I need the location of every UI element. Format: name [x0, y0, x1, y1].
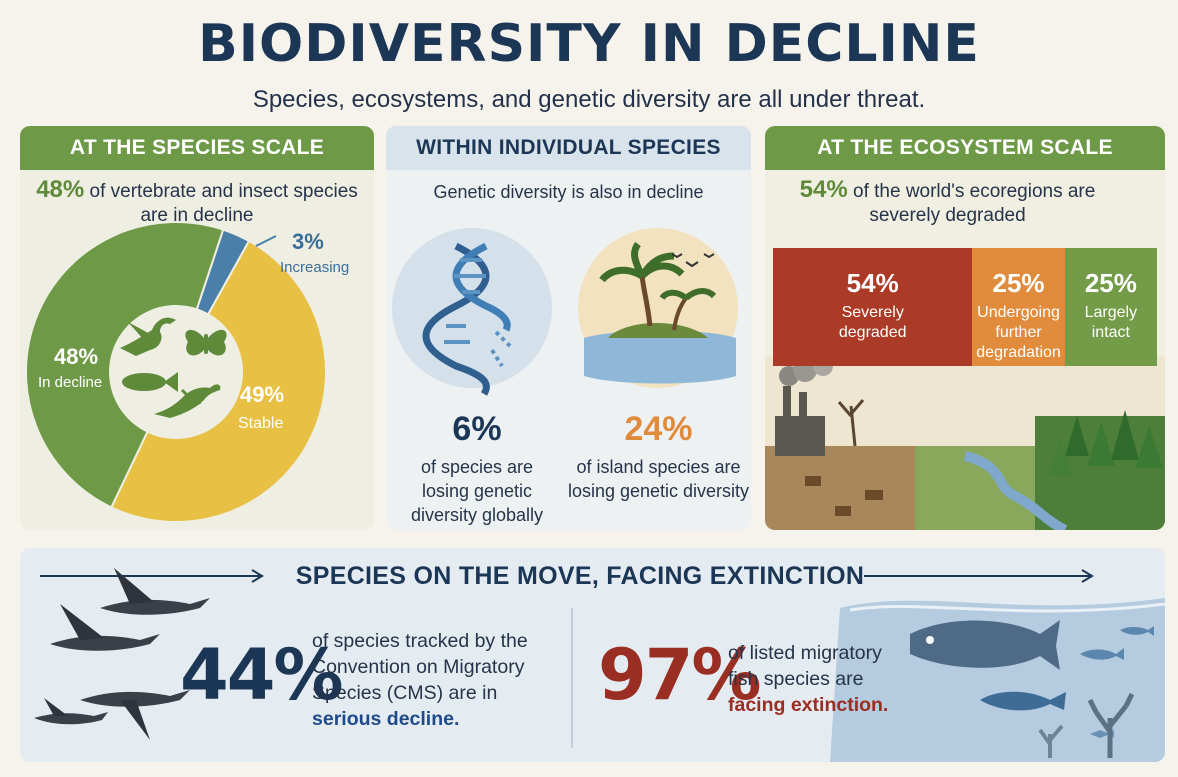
- genetic-heading: WITHIN INDIVIDUAL SPECIES: [386, 126, 751, 170]
- fish-text-2: fish species are: [728, 668, 864, 690]
- genetic-illustrations: [392, 228, 738, 396]
- global-genetic-text-2: losing genetic: [421, 481, 533, 501]
- genetic-intro: Genetic diversity is also in decline: [433, 182, 704, 202]
- ecosystem-stat-text-2: severely degraded: [869, 205, 1026, 226]
- largely-intact-label-2: intact: [1091, 324, 1130, 341]
- page-title: BIODIVERSITY IN DECLINE: [198, 14, 980, 74]
- cms-highlight: serious decline.: [312, 708, 460, 730]
- cms-text-3: Species (CMS) are in: [312, 682, 498, 704]
- stable-label: Stable: [238, 415, 283, 432]
- migration-panel: SPECIES ON THE MOVE, FACING EXTINCTION 4…: [20, 548, 1165, 762]
- page-subtitle: Species, ecosystems, and genetic diversi…: [252, 86, 926, 113]
- bird-icon: [120, 317, 176, 356]
- global-genetic-value: 6%: [452, 410, 502, 448]
- stable-pct-label: 49%: [240, 382, 284, 407]
- migration-heading: SPECIES ON THE MOVE, FACING EXTINCTION: [295, 562, 865, 590]
- severely-degraded-label-1: Severely: [841, 304, 904, 321]
- donut-center: [110, 306, 242, 438]
- island-icon: [584, 241, 736, 384]
- severely-degraded-label-2: degraded: [838, 324, 907, 341]
- cms-text-1: of species tracked by the: [312, 630, 528, 652]
- severely-degraded-pct: 54%: [846, 268, 899, 298]
- genetic-diversity-panel: WITHIN INDIVIDUAL SPECIES Genetic divers…: [386, 126, 751, 530]
- species-stat-text-2: are in decline: [140, 205, 254, 226]
- landscape-illustration: [765, 356, 1165, 530]
- island-genetic-stat: 24% of island species are losing genetic…: [566, 410, 751, 503]
- global-genetic-stat: 6% of species are losing genetic diversi…: [386, 410, 568, 527]
- ecosystem-stat: 54% of the world's ecoregions are severe…: [765, 178, 1130, 228]
- fish-school-icon: [980, 626, 1154, 738]
- decline-pct-label: 48%: [54, 344, 98, 369]
- fish-value: 97%: [598, 634, 762, 716]
- further-degradation-label-1: Undergoing: [977, 304, 1060, 321]
- island-genetic-text-1: of island species are: [576, 457, 741, 477]
- largely-intact-label-1: Largely: [1084, 304, 1138, 321]
- fish-icon: [122, 372, 178, 392]
- cms-value: 44%: [180, 634, 344, 716]
- ecosystem-stat-text-1: of the world's ecoregions are: [853, 181, 1096, 202]
- coral-icon: [1038, 692, 1135, 758]
- species-scale-heading: AT THE SPECIES SCALE: [20, 126, 374, 170]
- increasing-pct-label: 3%: [292, 229, 324, 254]
- largely-intact-pct: 25%: [1084, 268, 1137, 298]
- island-genetic-value: 24%: [624, 410, 693, 448]
- forest-icon: [1049, 410, 1163, 476]
- ecosystem-scale-panel: AT THE ECOSYSTEM SCALE 54% of the world'…: [765, 126, 1165, 530]
- severely-degraded-bar: 54% Severely degraded: [773, 248, 973, 366]
- increasing-label: Increasing: [280, 259, 349, 276]
- further-degradation-label-2: further: [995, 324, 1042, 341]
- species-stat-text-1: of vertebrate and insect species: [89, 181, 358, 202]
- tuna-icon: [910, 620, 1060, 670]
- lizard-icon: [154, 384, 221, 418]
- cms-text-2: Convention on Migratory: [312, 656, 525, 678]
- fish-text-1: of listed migratory: [728, 642, 882, 664]
- fish-highlight: facing extinction.: [728, 694, 889, 716]
- island-genetic-text-2: losing genetic diversity: [567, 481, 750, 501]
- species-stat: 48% of vertebrate and insect species are…: [20, 178, 374, 228]
- migration-decor: [34, 568, 1165, 762]
- species-scale-panel: AT THE SPECIES SCALE 48% of vertebrate a…: [20, 126, 374, 530]
- further-degradation-pct: 25%: [992, 268, 1045, 298]
- decline-label: In decline: [38, 374, 102, 391]
- species-stat-value: 48%: [36, 176, 85, 203]
- ecosystem-bar-chart: 54% Severely degraded 25% Undergoing fur…: [773, 248, 1158, 366]
- ecosystem-heading: AT THE ECOSYSTEM SCALE: [765, 126, 1165, 170]
- further-degradation-label-3: degradation: [976, 344, 1061, 361]
- geese-icon: [34, 568, 210, 740]
- cms-text: of species tracked by the Convention on …: [312, 628, 572, 732]
- species-donut-chart: 48% In decline 49% Stable 3% Increasing: [25, 221, 349, 523]
- global-genetic-text-3: diversity globally: [410, 505, 544, 525]
- global-genetic-text-1: of species are: [420, 457, 534, 477]
- ecosystem-stat-value: 54%: [799, 176, 848, 203]
- fish-text: of listed migratory fish species are fac…: [728, 640, 928, 718]
- further-degradation-bar: 25% Undergoing further degradation: [972, 248, 1065, 366]
- butterfly-icon: [185, 329, 227, 356]
- largely-intact-bar: 25% Largely intact: [1064, 248, 1158, 366]
- dna-icon: [422, 242, 512, 396]
